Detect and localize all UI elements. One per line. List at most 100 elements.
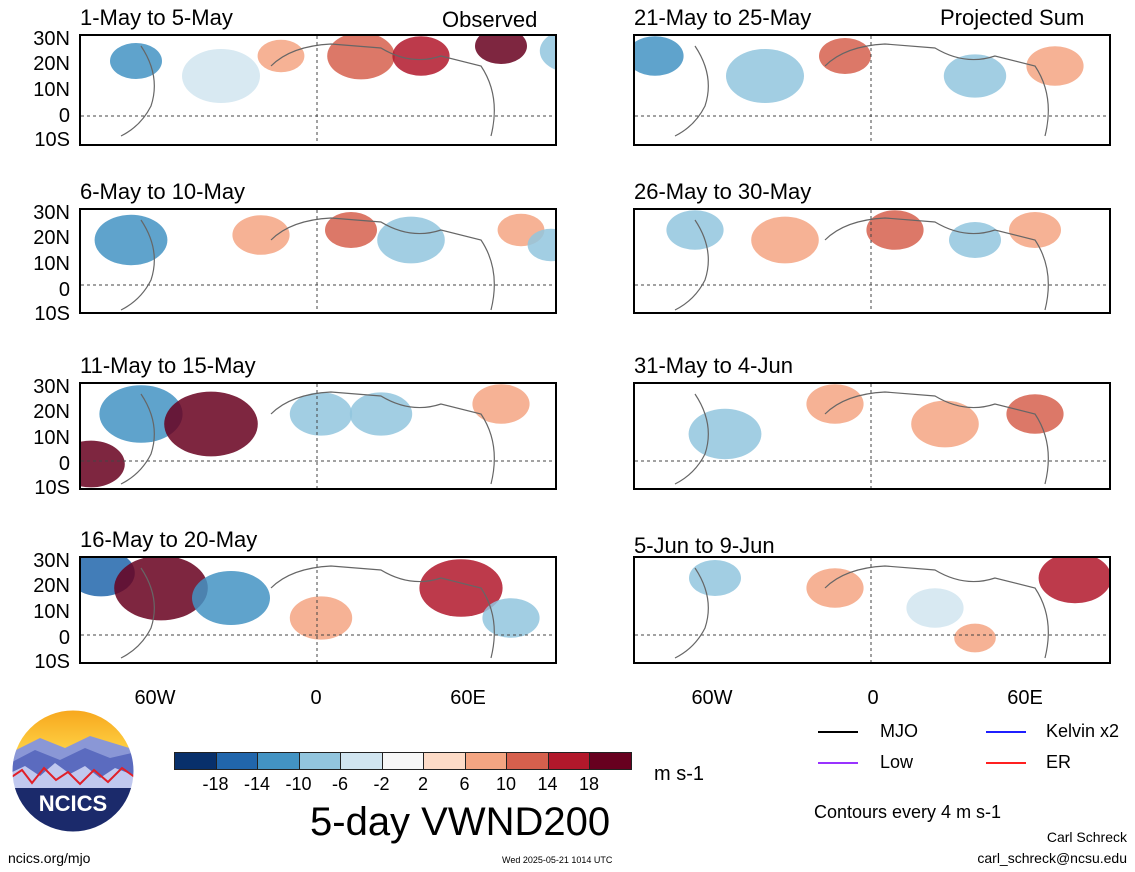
panel-title: 31-May to 4-Jun xyxy=(634,353,793,378)
anomaly-blob xyxy=(635,36,684,76)
anomaly-blob xyxy=(289,392,353,436)
legend-line-er xyxy=(986,762,1026,764)
anomaly-blob xyxy=(377,216,445,264)
anomaly-blob xyxy=(949,222,1001,258)
map-field xyxy=(81,36,555,144)
colorbar-cell xyxy=(506,752,549,770)
coastline xyxy=(120,391,495,485)
anomaly-blob xyxy=(99,385,183,443)
legend-label-er: ER xyxy=(1046,752,1072,772)
legend-line-kelvin xyxy=(986,731,1026,733)
anomaly-blob xyxy=(954,623,996,653)
map-field xyxy=(635,210,1109,312)
y-tick-label: 0 xyxy=(58,627,70,649)
colorbar-cell xyxy=(423,752,466,770)
y-tick-label: 10N xyxy=(33,79,70,101)
panel-title: 1-May to 5-May xyxy=(80,5,233,30)
coastline xyxy=(120,565,495,659)
panel-title: 6-May to 10-May xyxy=(80,179,246,204)
colorbar-cell xyxy=(464,752,507,770)
colorbar-label: 18 xyxy=(578,774,600,794)
anomaly-blob xyxy=(819,38,871,74)
anomaly-blob xyxy=(289,596,353,640)
contours-note: Contours every 4 m s-1 xyxy=(814,802,1002,822)
colorbar-label: -14 xyxy=(243,774,270,794)
anomaly-blob xyxy=(666,210,724,250)
map-field xyxy=(635,558,1109,662)
legend-line-low xyxy=(818,762,858,764)
anomaly-blob xyxy=(114,558,208,621)
colorbar-label: 2 xyxy=(417,774,428,794)
y-tick-label: 10S xyxy=(34,477,70,499)
anomaly-blob xyxy=(419,559,503,617)
anomaly-blob xyxy=(164,391,258,457)
y-tick-label: 10S xyxy=(34,129,70,151)
y-tick-label: 10N xyxy=(33,601,70,623)
coastline xyxy=(674,217,1049,311)
footer-author: Carl Schreck xyxy=(1046,829,1127,845)
anomaly-blob xyxy=(475,36,527,64)
anomaly-blob xyxy=(688,408,762,460)
anomaly-blob xyxy=(806,384,864,424)
legend-label-low: Low xyxy=(880,752,914,772)
x-tick-label: 60E xyxy=(450,687,486,709)
map-area xyxy=(79,382,557,490)
map-field xyxy=(81,558,555,662)
ncics-logo: NCICS xyxy=(10,708,136,834)
y-tick-label: 0 xyxy=(58,279,70,301)
legend-line-mjo xyxy=(818,731,858,733)
anomaly-blob xyxy=(257,39,305,73)
footer-timestamp: Wed 2025-05-21 1014 UTC xyxy=(502,855,613,865)
anomaly-blob xyxy=(192,571,270,625)
map-field xyxy=(81,384,555,488)
x-tick-label: 60E xyxy=(1007,687,1043,709)
y-tick-label: 30N xyxy=(33,376,70,398)
coastline xyxy=(120,217,495,311)
panel-title: 26-May to 30-May xyxy=(634,179,812,204)
colorbar-label: 14 xyxy=(537,774,558,794)
main-title: 5-day VWND200 xyxy=(310,800,611,844)
anomaly-blob xyxy=(527,228,555,262)
footer-email[interactable]: carl_schreck@ncsu.edu xyxy=(977,850,1127,866)
colorbar-cell xyxy=(381,752,424,770)
anomaly-blob xyxy=(1038,558,1109,604)
colorbar-label: -10 xyxy=(285,774,312,794)
y-tick-label: 10N xyxy=(33,253,70,275)
logo-text: NCICS xyxy=(39,791,107,816)
map-area xyxy=(79,556,557,664)
colorbar-cell xyxy=(298,752,341,770)
anomaly-blob xyxy=(943,54,1007,98)
colorbar-label: -18 xyxy=(202,774,229,794)
colorbar-cell xyxy=(589,752,632,770)
y-tick-label: 20N xyxy=(33,53,70,75)
anomaly-blob xyxy=(911,400,979,448)
anomaly-blob xyxy=(110,43,162,79)
colorbar-label: 10 xyxy=(495,774,517,794)
anomaly-blob xyxy=(482,598,540,638)
y-tick-label: 20N xyxy=(33,575,70,597)
colorbar-label: -6 xyxy=(331,774,348,794)
legend-label-mjo: MJO xyxy=(880,721,918,741)
colorbar-label: -2 xyxy=(373,774,390,794)
anomaly-blob xyxy=(906,588,964,628)
colorbar-cell xyxy=(547,752,590,770)
map-area xyxy=(79,208,557,314)
anomaly-blob xyxy=(349,392,413,436)
colorbar-cell xyxy=(215,752,258,770)
panel-title: 5-Jun to 9-Jun xyxy=(634,533,775,558)
coastline xyxy=(674,43,1049,137)
x-tick-label: 0 xyxy=(867,687,879,709)
anomaly-blob xyxy=(1009,212,1061,248)
y-tick-label: 20N xyxy=(33,401,70,423)
anomaly-blob xyxy=(94,214,168,266)
anomaly-blob xyxy=(81,440,125,488)
colorbar-label: 6 xyxy=(459,774,470,794)
y-tick-label: 10N xyxy=(33,427,70,449)
anomaly-blob xyxy=(689,560,741,596)
footer-url[interactable]: ncics.org/mjo xyxy=(8,850,91,866)
coastline xyxy=(120,43,495,137)
colorbar-units: m s-1 xyxy=(654,763,704,785)
map-area xyxy=(79,34,557,146)
map-field xyxy=(635,36,1109,144)
anomaly-blob xyxy=(232,215,290,255)
